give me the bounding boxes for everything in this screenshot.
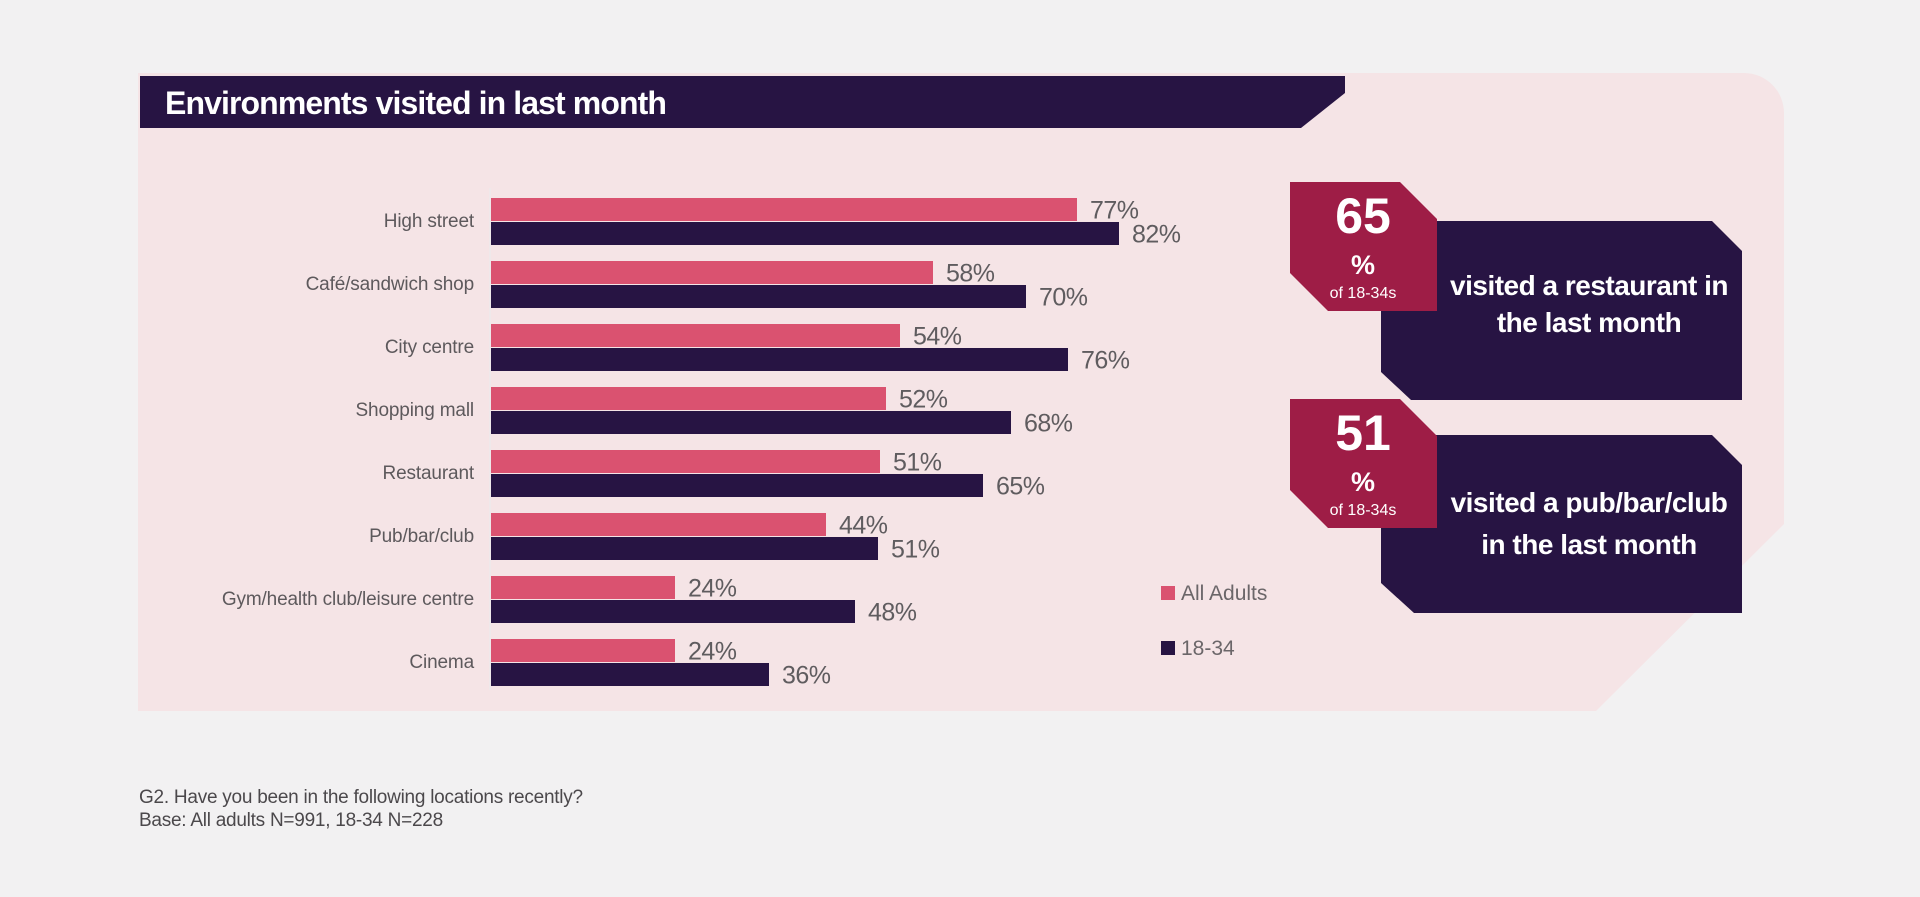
svg-text:Gym/health club/leisure centre: Gym/health club/leisure centre	[222, 589, 474, 610]
svg-text:Cinema: Cinema	[409, 652, 474, 673]
svg-text:24%: 24%	[688, 575, 737, 603]
svg-text:52%: 52%	[899, 386, 948, 414]
svg-text:City centre: City centre	[385, 337, 474, 358]
svg-text:77%: 77%	[1090, 197, 1139, 225]
svg-text:36%: 36%	[782, 662, 831, 690]
svg-text:65%: 65%	[996, 473, 1045, 501]
svg-text:All Adults: All Adults	[1181, 582, 1267, 605]
svg-text:in the last month: in the last month	[1481, 529, 1697, 560]
svg-text:of 18-34s: of 18-34s	[1330, 502, 1397, 519]
svg-text:the last month: the last month	[1497, 307, 1681, 338]
svg-text:Shopping mall: Shopping mall	[356, 400, 474, 421]
svg-text:Café/sandwich shop: Café/sandwich shop	[306, 274, 474, 295]
svg-text:70%: 70%	[1039, 284, 1088, 312]
svg-text:58%: 58%	[946, 260, 995, 288]
svg-text:Restaurant: Restaurant	[383, 463, 475, 484]
svg-text:Environments visited in last m: Environments visited in last month	[165, 85, 666, 121]
svg-text:18-34: 18-34	[1181, 637, 1235, 660]
svg-text:visited a pub/bar/club: visited a pub/bar/club	[1451, 487, 1728, 518]
svg-text:G2. Have you been in the follo: G2. Have you been in the following locat…	[139, 787, 583, 808]
svg-text:65: 65	[1335, 188, 1391, 244]
svg-text:%: %	[1351, 467, 1375, 497]
svg-text:Base: All adults N=991, 18-34: Base: All adults N=991, 18-34 N=228	[139, 810, 443, 831]
svg-text:51%: 51%	[891, 536, 940, 564]
svg-text:visited a restaurant in: visited a restaurant in	[1450, 270, 1728, 301]
svg-text:44%: 44%	[839, 512, 888, 540]
svg-text:54%: 54%	[913, 323, 962, 351]
svg-text:51%: 51%	[893, 449, 942, 477]
svg-text:%: %	[1351, 250, 1375, 280]
svg-text:76%: 76%	[1081, 347, 1130, 375]
svg-text:68%: 68%	[1024, 410, 1073, 438]
svg-text:High street: High street	[384, 211, 475, 232]
svg-text:24%: 24%	[688, 638, 737, 666]
svg-text:51: 51	[1335, 405, 1391, 461]
svg-text:Pub/bar/club: Pub/bar/club	[369, 526, 474, 547]
svg-text:48%: 48%	[868, 599, 917, 627]
svg-text:of 18-34s: of 18-34s	[1330, 285, 1397, 302]
svg-text:82%: 82%	[1132, 221, 1181, 249]
